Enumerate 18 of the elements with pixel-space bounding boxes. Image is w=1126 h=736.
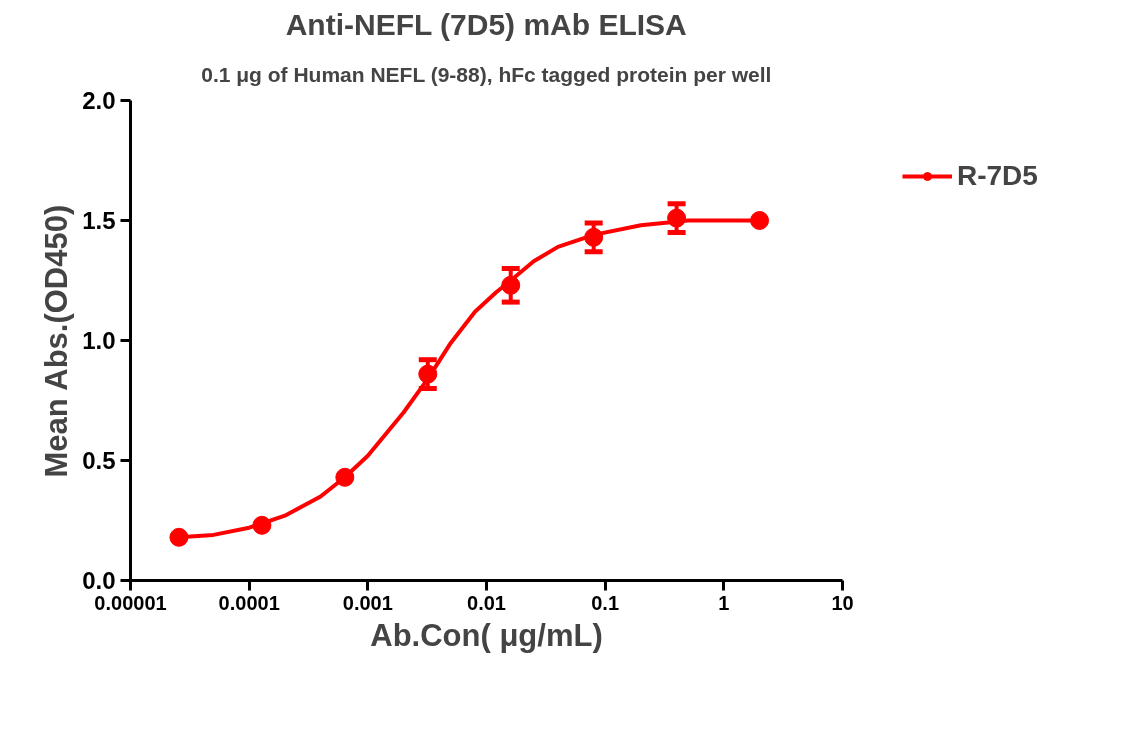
chart-title: Anti-NEFL (7D5) mAb ELISA xyxy=(285,7,687,41)
y-tick-label: 0.5 xyxy=(82,447,116,474)
y-tick-label: 2.0 xyxy=(82,87,116,114)
point xyxy=(750,211,770,230)
x-tick-label: 0.00001 xyxy=(94,591,167,614)
x-axis-title: Ab.Con( μg/mL) xyxy=(370,617,603,653)
y-tick-label: 1.5 xyxy=(82,207,116,234)
x-tick-label: 0.001 xyxy=(342,591,393,614)
x-tick-label: 0.0001 xyxy=(218,591,280,614)
y-tick-label: 0.0 xyxy=(82,567,116,594)
y-tick-label: 1.0 xyxy=(82,327,116,354)
x-tick-label: 10 xyxy=(831,591,854,614)
x-tick-label: 0.01 xyxy=(467,591,506,614)
y-axis-title: Mean Abs.(OD450) xyxy=(39,204,75,478)
x-tick-label: 1 xyxy=(718,591,730,614)
chart-subtitle: 0.1 μg of Human NEFL (9-88), hFc tagged protein per well xyxy=(201,62,772,86)
legend-label: R-7D5 xyxy=(957,160,1038,192)
x-tick-label: 0.1 xyxy=(591,591,620,614)
